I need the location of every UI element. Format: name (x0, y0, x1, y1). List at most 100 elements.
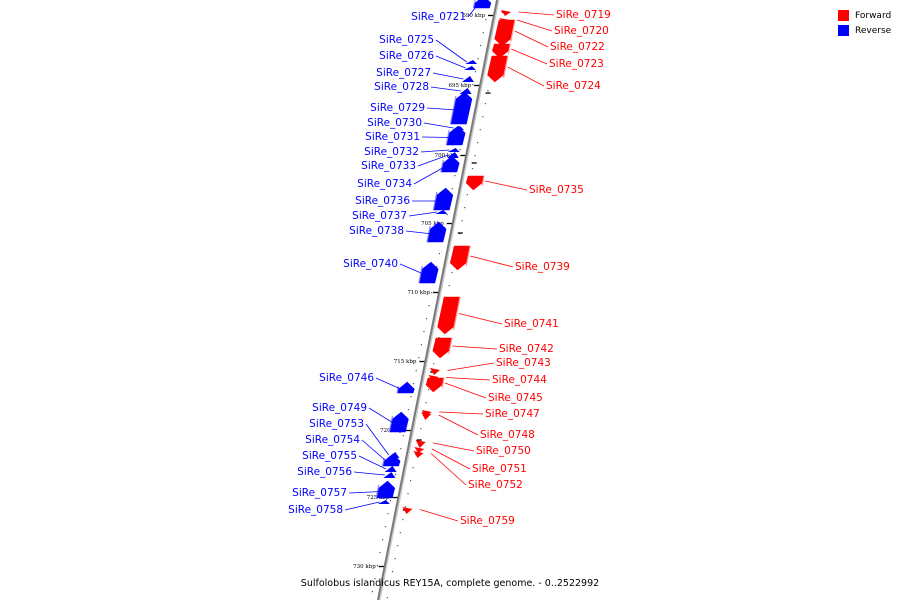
leader-line (368, 407, 396, 425)
forward-gene-glyph (421, 412, 432, 420)
leader-line (405, 230, 433, 235)
forward-gene-glyph (465, 175, 485, 191)
axis-dot (479, 129, 481, 131)
leader-line (421, 136, 452, 138)
reverse-gene-glyph-edge (396, 385, 400, 394)
reverse-gene-glyph (375, 480, 396, 499)
forward-gene-glyph-edge (481, 175, 485, 187)
forward-gene-glyph (487, 55, 509, 83)
leader-line (438, 414, 479, 436)
forward-gene-glyph-edge (441, 377, 445, 389)
axis-dot (420, 344, 422, 346)
reverse-gene-glyph-edge (426, 225, 431, 243)
reverse-gene-glyph (384, 466, 397, 472)
forward-gene-glyph (402, 507, 413, 514)
axis-dot (407, 493, 409, 495)
gene-label: SiRe_0745 (488, 392, 543, 404)
axis-dot (487, 90, 489, 92)
gene-label: SiRe_0750 (476, 445, 531, 457)
forward-gene-glyph (492, 43, 511, 59)
gene-label: SiRe_0742 (499, 343, 554, 355)
axis-dot (415, 370, 417, 372)
reverse-gene-glyph (435, 210, 448, 214)
forward-gene-glyph (449, 245, 471, 271)
leader-line (375, 377, 402, 390)
genome-axis-shadow (378, 0, 500, 600)
axis-dot (397, 545, 399, 547)
axis-dot (391, 571, 394, 573)
axis-dot (484, 103, 486, 105)
axis-dot (394, 474, 397, 476)
axis-dot (399, 532, 401, 534)
reverse-gene-glyph-edge (418, 265, 423, 284)
reverse-gene-glyph (433, 187, 454, 211)
axis-dot (461, 220, 463, 222)
leader-line (432, 72, 464, 80)
reverse-gene-glyph (463, 66, 476, 70)
axis-dot (464, 207, 466, 209)
gene-label: SiRe_0740 (343, 258, 398, 270)
axis-dot (376, 565, 379, 567)
axis-dot (409, 480, 412, 482)
leader-line (433, 442, 475, 452)
axis-dot (389, 584, 391, 586)
axis-dot (394, 558, 396, 560)
reverse-gene-glyph (461, 76, 474, 82)
gene-label: SiRe_0738 (349, 225, 404, 237)
axis-dot (428, 389, 430, 391)
axis-dot (446, 214, 448, 216)
leader-line (485, 180, 528, 191)
reverse-gene-glyph (459, 88, 472, 94)
axis-dot (474, 155, 476, 157)
gene-label: SiRe_0732 (364, 146, 419, 158)
gene-label: SiRe_0755 (302, 450, 357, 462)
forward-gene-glyph (415, 440, 426, 448)
gene-label: SiRe_0752 (468, 479, 523, 491)
gene-label: SiRe_0736 (355, 195, 410, 207)
leader-line (452, 345, 498, 350)
leader-line (365, 423, 390, 456)
leader-line (511, 48, 548, 65)
reverse-gene-glyph-edge (472, 0, 476, 9)
leader-line (408, 211, 438, 217)
gene-label: SiRe_0756 (297, 466, 352, 478)
axis-dot (436, 266, 438, 268)
tick-label: 715 kbp (394, 359, 417, 365)
gene-label: SiRe_0746 (319, 372, 374, 384)
leader-line (435, 39, 467, 63)
axis-dot (423, 331, 425, 333)
leader-line (447, 362, 495, 371)
axis-dot (387, 513, 389, 515)
leader-line (446, 377, 491, 381)
forward-gene-glyph-edge (507, 43, 511, 55)
gene-label: SiRe_0731 (365, 131, 420, 143)
genome-axis (377, 0, 498, 600)
leader-line (431, 448, 471, 470)
axis-dot (384, 526, 386, 528)
forward-gene-glyph (432, 337, 453, 359)
axis-dot (407, 409, 410, 411)
gene-label: SiRe_0749 (312, 402, 367, 414)
axis-dot (477, 58, 479, 60)
axis-dot (371, 591, 373, 593)
forward-gene-glyph-edge (448, 337, 453, 355)
axis-dot (412, 467, 414, 469)
gene-label: SiRe_0720 (554, 25, 609, 37)
leader-line (516, 19, 553, 32)
gene-label: SiRe_0726 (379, 50, 434, 62)
gene-label: SiRe_0723 (549, 58, 604, 70)
leader-line (518, 11, 555, 16)
axis-dot (472, 84, 474, 86)
leader-line (507, 66, 545, 87)
gene-label: SiRe_0724 (546, 80, 601, 92)
axis-dot (428, 305, 430, 307)
axis-dot (474, 71, 477, 73)
axis-dot (482, 116, 484, 118)
leader-line (458, 313, 503, 325)
axis-dot (425, 402, 427, 404)
forward-gene-glyph (437, 296, 461, 335)
axis-dot (425, 318, 428, 320)
forward-gene-glyph (425, 377, 445, 393)
axis-dot (382, 539, 384, 541)
axis-dot (386, 597, 388, 599)
